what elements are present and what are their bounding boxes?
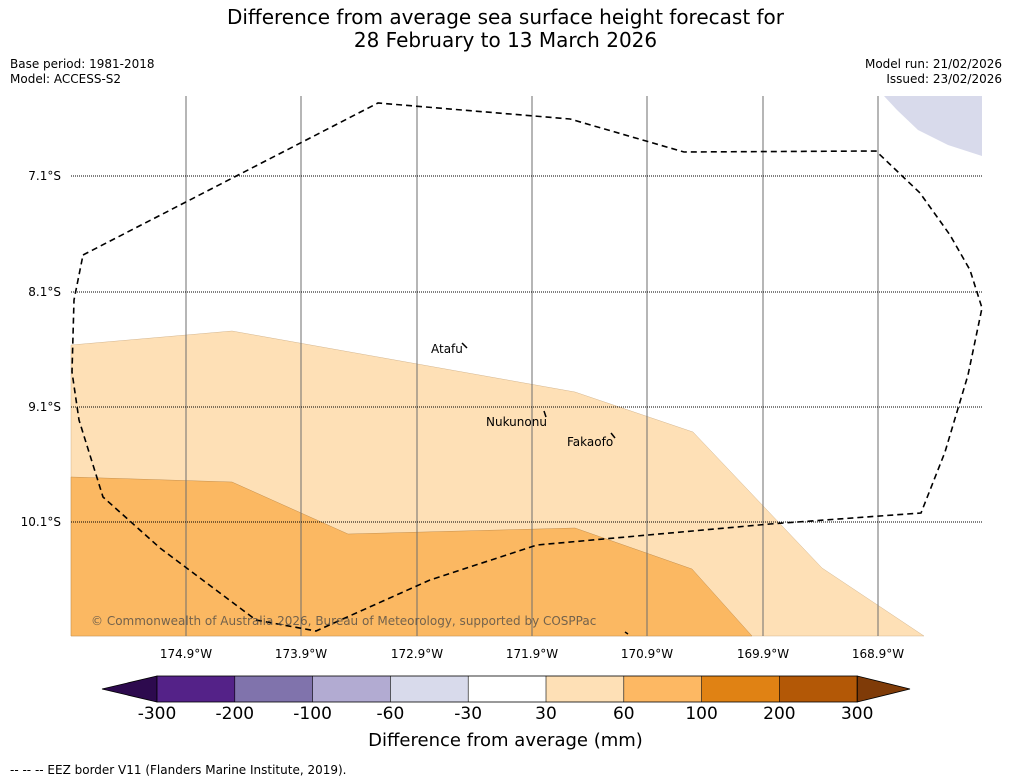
- colorbar-tick-label: -60: [376, 704, 405, 724]
- colorbar-seg-9: [779, 676, 858, 702]
- place-nukunonu: Nukunonu: [486, 415, 547, 429]
- colorbar-seg-1: [157, 676, 235, 702]
- colorbar-tick-label: 100: [685, 704, 718, 724]
- colorbar-tick-label: 60: [612, 704, 635, 724]
- model-run: Model run: 21/02/2026: [864, 57, 1002, 71]
- place-atafu: Atafu: [431, 342, 463, 356]
- meridian-lines: [185, 96, 879, 636]
- issued-date: Issued: 23/02/2026: [886, 72, 1002, 86]
- meta-left: Base period: 1981-2018 Model: ACCESS-S2: [10, 57, 155, 87]
- lat-label: 10.1°S: [20, 515, 61, 529]
- lon-label: 172.9°W: [390, 647, 444, 661]
- fakaofo-island-marker: [610, 432, 616, 439]
- lon-label: 174.9°W: [159, 647, 213, 661]
- colorbar-tick-label: 200: [763, 704, 796, 724]
- lon-label: 168.9°W: [851, 647, 905, 661]
- lat-label: 9.1°S: [28, 400, 61, 414]
- lon-label: 173.9°W: [274, 647, 328, 661]
- colorbar-tick-label: -100: [293, 704, 332, 724]
- colorbar-tick-label: 300: [840, 704, 874, 724]
- lon-label: 169.9°W: [736, 647, 790, 661]
- model-name: Model: ACCESS-S2: [10, 72, 122, 86]
- colorbar-tick-label: -300: [137, 704, 177, 724]
- colorbar-seg-7: [623, 676, 702, 702]
- base-period: Base period: 1981-2018: [10, 57, 155, 71]
- colorbar-seg-5: [468, 676, 546, 702]
- colorbar-title: Difference from average (mm): [368, 730, 643, 751]
- swains-island-marker: [624, 631, 629, 635]
- place-fakaofo: Fakaofo: [567, 435, 614, 449]
- nukunonu-island-marker: [543, 410, 547, 418]
- colorbar-tick-label: 30: [535, 704, 557, 724]
- lat-label: 7.1°S: [28, 169, 61, 183]
- lon-label: 171.9°W: [505, 647, 559, 661]
- colorbar-seg-2: [234, 676, 313, 702]
- title-line-2: 28 February to 13 March 2026: [353, 28, 658, 52]
- colorbar: [101, 675, 911, 703]
- eez-footnote: -- -- -- EEZ border V11 (Flanders Marine…: [10, 763, 347, 777]
- chart-title: Difference from average sea surface heig…: [0, 6, 1011, 52]
- copyright-notice: © Commonwealth of Australia 2026, Bureau…: [91, 614, 597, 628]
- title-line-1: Difference from average sea surface heig…: [226, 5, 785, 29]
- colorbar-outline: [156, 675, 858, 703]
- lat-label: 8.1°S: [28, 285, 61, 299]
- colorbar-seg-3: [312, 676, 391, 702]
- colorbar-low-extend: [101, 675, 158, 703]
- colorbar-seg-4: [390, 676, 469, 702]
- colorbar-tick-label: -30: [454, 704, 483, 724]
- region-60-100: [70, 476, 753, 637]
- lon-label: 170.9°W: [620, 647, 674, 661]
- region-neg-30-60: [884, 96, 982, 156]
- colorbar-seg-6: [546, 676, 624, 702]
- colorbar-tick-label: -200: [215, 704, 255, 724]
- atafu-island-marker: [461, 342, 468, 349]
- colorbar-seg-8: [701, 676, 780, 702]
- colorbar-high-extend: [856, 675, 911, 703]
- meta-right: Model run: 21/02/2026 Issued: 23/02/2026: [865, 57, 1002, 87]
- eez-border: [71, 102, 983, 632]
